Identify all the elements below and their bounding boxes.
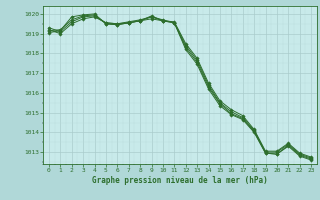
X-axis label: Graphe pression niveau de la mer (hPa): Graphe pression niveau de la mer (hPa) — [92, 176, 268, 185]
